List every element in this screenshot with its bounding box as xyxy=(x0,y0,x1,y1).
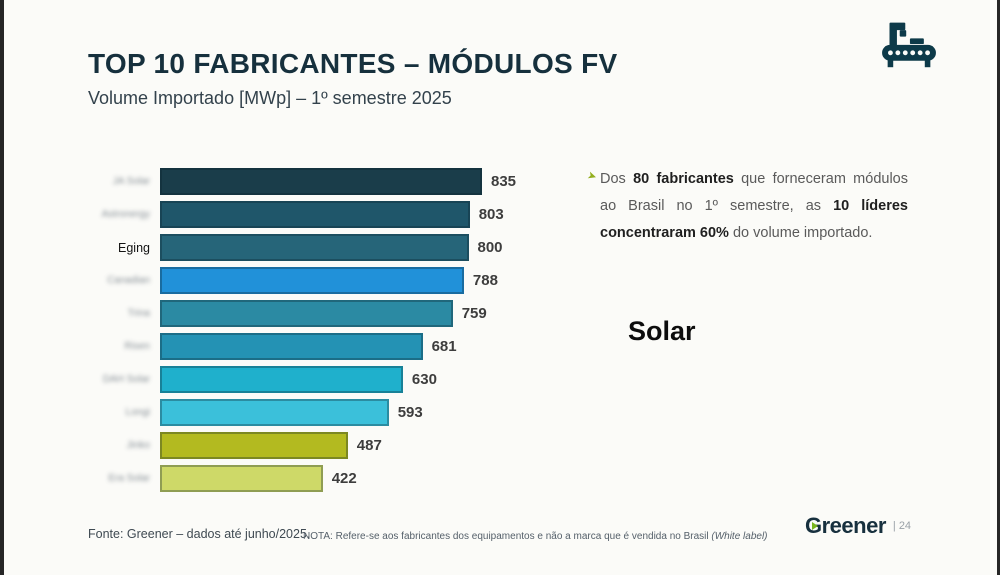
bar-row: Trina 759 xyxy=(75,300,555,327)
logo-leaf-icon xyxy=(812,522,818,530)
bar-label: Trina xyxy=(127,308,150,319)
bar-row: JA Solar 835 xyxy=(75,168,555,195)
logo-text: Greener xyxy=(805,513,886,538)
bar xyxy=(160,168,482,195)
bar-label: Jinko xyxy=(126,440,150,451)
bar-value: 788 xyxy=(472,272,498,289)
bar-value: 835 xyxy=(491,173,517,190)
bar xyxy=(160,300,453,327)
bar-row: Canadian 788 xyxy=(75,267,555,294)
bar xyxy=(160,399,389,426)
insight-text: Dos 80 fabricantes que forneceram módulo… xyxy=(600,171,908,241)
bar-row: Longi 593 xyxy=(75,399,555,426)
bar-row: Jinko 487 xyxy=(75,432,555,459)
solar-annotation: Solar xyxy=(628,316,696,346)
bar-value: 803 xyxy=(478,206,504,223)
bar xyxy=(160,267,464,294)
bar-label: Astronergy xyxy=(101,209,150,220)
page-subtitle: Volume Importado [MWp] – 1º semestre 202… xyxy=(88,88,452,108)
bar-value: 593 xyxy=(397,404,423,421)
bar xyxy=(160,333,423,360)
insight-block: ➤ Dos 80 fabricantes que forneceram módu… xyxy=(578,166,908,246)
bar-value: 681 xyxy=(431,338,457,355)
bar-chart: JA Solar 835 Astronergy 803 Eging 800 Canadian… xyxy=(75,168,555,492)
bar-value: 422 xyxy=(331,470,357,487)
page-number: | 24 xyxy=(892,520,912,532)
bar-value: 487 xyxy=(356,437,382,454)
bar xyxy=(160,432,348,459)
right-edge-strip xyxy=(997,0,1000,575)
bar xyxy=(160,201,470,228)
bar-row: Risen 681 xyxy=(75,333,555,360)
note-italic: (White label) xyxy=(711,531,768,542)
bar-label: Risen xyxy=(124,341,150,352)
bar-value: 759 xyxy=(461,305,487,322)
bar-label: Longi xyxy=(125,407,150,418)
note-text: NOTA: Refere-se aos fabricantes dos equi… xyxy=(303,531,768,542)
factory-conveyor-icon xyxy=(882,22,936,68)
bar-label: JA Solar xyxy=(112,176,150,187)
bar-row: Eging 800 xyxy=(75,234,555,261)
bar xyxy=(160,234,469,261)
bar-label: Era Solar xyxy=(108,473,150,484)
bar-row: DAH Solar 630 xyxy=(75,366,555,393)
bar-value: 800 xyxy=(477,239,503,256)
greener-logo: Greener | 24 xyxy=(805,513,911,539)
page-title: TOP 10 FABRICANTES – MÓDULOS FV xyxy=(88,48,618,79)
note-prefix: NOTA: Refere-se aos fabricantes dos equi… xyxy=(303,531,712,542)
bar xyxy=(160,366,403,393)
bar-value: 630 xyxy=(411,371,437,388)
bar-label: Canadian xyxy=(107,275,150,286)
source-text: Fonte: Greener – dados até junho/2025. xyxy=(88,527,311,541)
bar-row: Astronergy 803 xyxy=(75,201,555,228)
bar-label: Eging xyxy=(118,240,150,255)
left-edge-strip xyxy=(0,0,4,575)
bar-label: DAH Solar xyxy=(102,374,150,385)
bar xyxy=(160,465,323,492)
bar-row: Era Solar 422 xyxy=(75,465,555,492)
